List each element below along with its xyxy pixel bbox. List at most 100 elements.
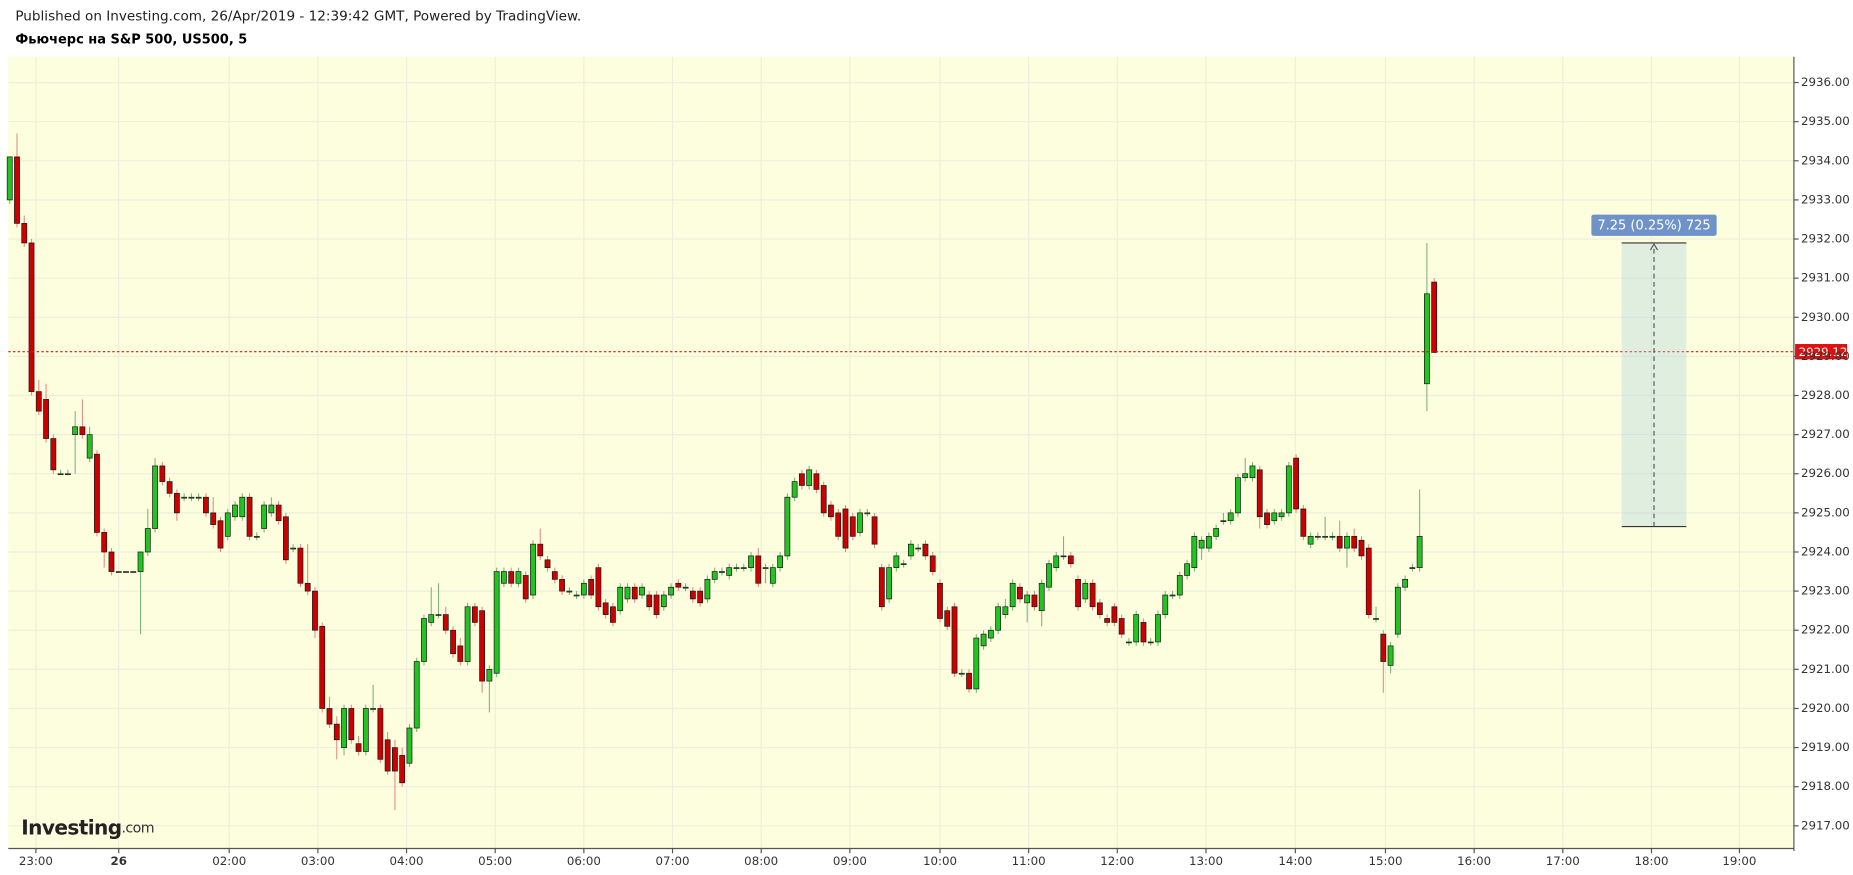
candle-body xyxy=(1314,535,1321,538)
candle-body xyxy=(682,586,689,589)
candle-body xyxy=(275,504,282,522)
candle-body xyxy=(660,594,667,608)
candle-body xyxy=(1373,618,1379,620)
candle-body xyxy=(6,156,13,201)
candle-body xyxy=(1096,602,1103,615)
candle-body xyxy=(639,586,645,596)
candle-body xyxy=(50,438,57,471)
x-tick-label: 04:00 xyxy=(390,854,424,868)
candle-body xyxy=(232,504,238,518)
candle-body xyxy=(1285,465,1292,514)
candle-body xyxy=(1126,641,1132,644)
candle-body xyxy=(377,708,384,760)
candle-body xyxy=(617,586,624,612)
candle-body xyxy=(392,747,398,772)
candle-body xyxy=(290,547,297,550)
candle-body xyxy=(130,571,137,573)
candle-body xyxy=(769,567,776,584)
y-tick-label: 2922.00 xyxy=(1801,623,1850,637)
measure-badge xyxy=(1591,214,1717,236)
candle-body xyxy=(442,614,449,631)
candle-body xyxy=(893,555,900,568)
x-tick-label: 06:00 xyxy=(567,854,601,868)
candle-body xyxy=(704,579,711,600)
logo-brand: Investing xyxy=(21,815,121,839)
y-tick-label: 2926.00 xyxy=(1801,466,1850,480)
candle-body xyxy=(217,520,224,549)
candle-body xyxy=(159,465,166,482)
candle-body xyxy=(820,485,827,514)
candle-body xyxy=(1082,582,1089,600)
measure-label: 7.25 (0.25%) 725 xyxy=(1597,218,1710,233)
measure-arrowhead xyxy=(1649,242,1659,251)
candle-body xyxy=(86,434,93,459)
candle-body xyxy=(348,708,355,741)
candle-body xyxy=(137,551,144,572)
candle-body xyxy=(580,582,587,596)
candle-body xyxy=(522,575,529,600)
candle-body xyxy=(1213,528,1220,537)
candle-body xyxy=(1416,535,1423,568)
candle-body xyxy=(319,625,326,709)
candle-body xyxy=(1300,508,1307,537)
candle-body xyxy=(486,668,493,682)
candle-body xyxy=(980,633,987,647)
y-tick-label: 2923.00 xyxy=(1801,584,1850,598)
candle-body xyxy=(828,504,834,518)
x-tick-label: 12:00 xyxy=(1100,854,1134,868)
last-price-badge xyxy=(1795,344,1848,360)
candle-body xyxy=(929,555,936,572)
candle-body xyxy=(304,582,311,592)
candle-body xyxy=(566,590,573,593)
y-tick-label: 2920.00 xyxy=(1801,701,1850,715)
y-tick-label: 2924.00 xyxy=(1801,544,1850,558)
candle-body xyxy=(1198,539,1205,549)
candle-body xyxy=(399,755,406,784)
candle-body xyxy=(210,512,217,525)
candle-body xyxy=(94,453,100,533)
candle-body xyxy=(28,242,35,392)
x-tick-label: 03:00 xyxy=(301,854,335,868)
candle-body xyxy=(181,496,188,499)
candle-body xyxy=(835,512,842,537)
candle-body xyxy=(355,743,362,752)
candle-body xyxy=(508,571,515,584)
candle-body xyxy=(559,579,565,592)
candle-body xyxy=(57,473,64,476)
overlay: 2929.12 7.25 (0.25%) 725 xyxy=(8,214,1848,528)
candle-body xyxy=(1409,567,1416,569)
candle-body xyxy=(421,618,427,662)
candle-body xyxy=(1431,281,1438,353)
candle-body xyxy=(922,543,929,557)
y-tick-label: 2925.00 xyxy=(1801,505,1850,519)
candle-body xyxy=(784,496,791,557)
candle-body xyxy=(1133,614,1140,643)
candle-body xyxy=(1009,582,1016,608)
candle-body xyxy=(493,571,500,674)
logo-suffix: .com xyxy=(122,820,154,836)
candle-body xyxy=(1278,512,1285,518)
candle-body xyxy=(1394,586,1401,635)
candle-body xyxy=(726,567,733,576)
x-tick-label: 26 xyxy=(111,854,127,868)
candle-body xyxy=(1118,618,1125,635)
candle-body xyxy=(43,399,49,439)
candle-body xyxy=(1293,457,1299,510)
candle-body xyxy=(1176,575,1183,596)
candle-body xyxy=(1271,512,1278,522)
candle-body xyxy=(1249,465,1256,479)
x-tick-label: 18:00 xyxy=(1634,854,1668,868)
x-tick-label: 23:00 xyxy=(19,854,53,868)
candle-body xyxy=(1017,586,1023,600)
candle-body xyxy=(413,661,420,729)
candle-body xyxy=(791,481,798,498)
candle-body xyxy=(72,426,79,435)
candle-body xyxy=(1329,535,1336,538)
candle-body xyxy=(501,571,507,584)
candle-body xyxy=(937,582,943,619)
candle-body xyxy=(152,465,158,529)
candle-body xyxy=(108,551,115,572)
candle-body xyxy=(1046,563,1052,588)
candle-body xyxy=(471,606,478,623)
